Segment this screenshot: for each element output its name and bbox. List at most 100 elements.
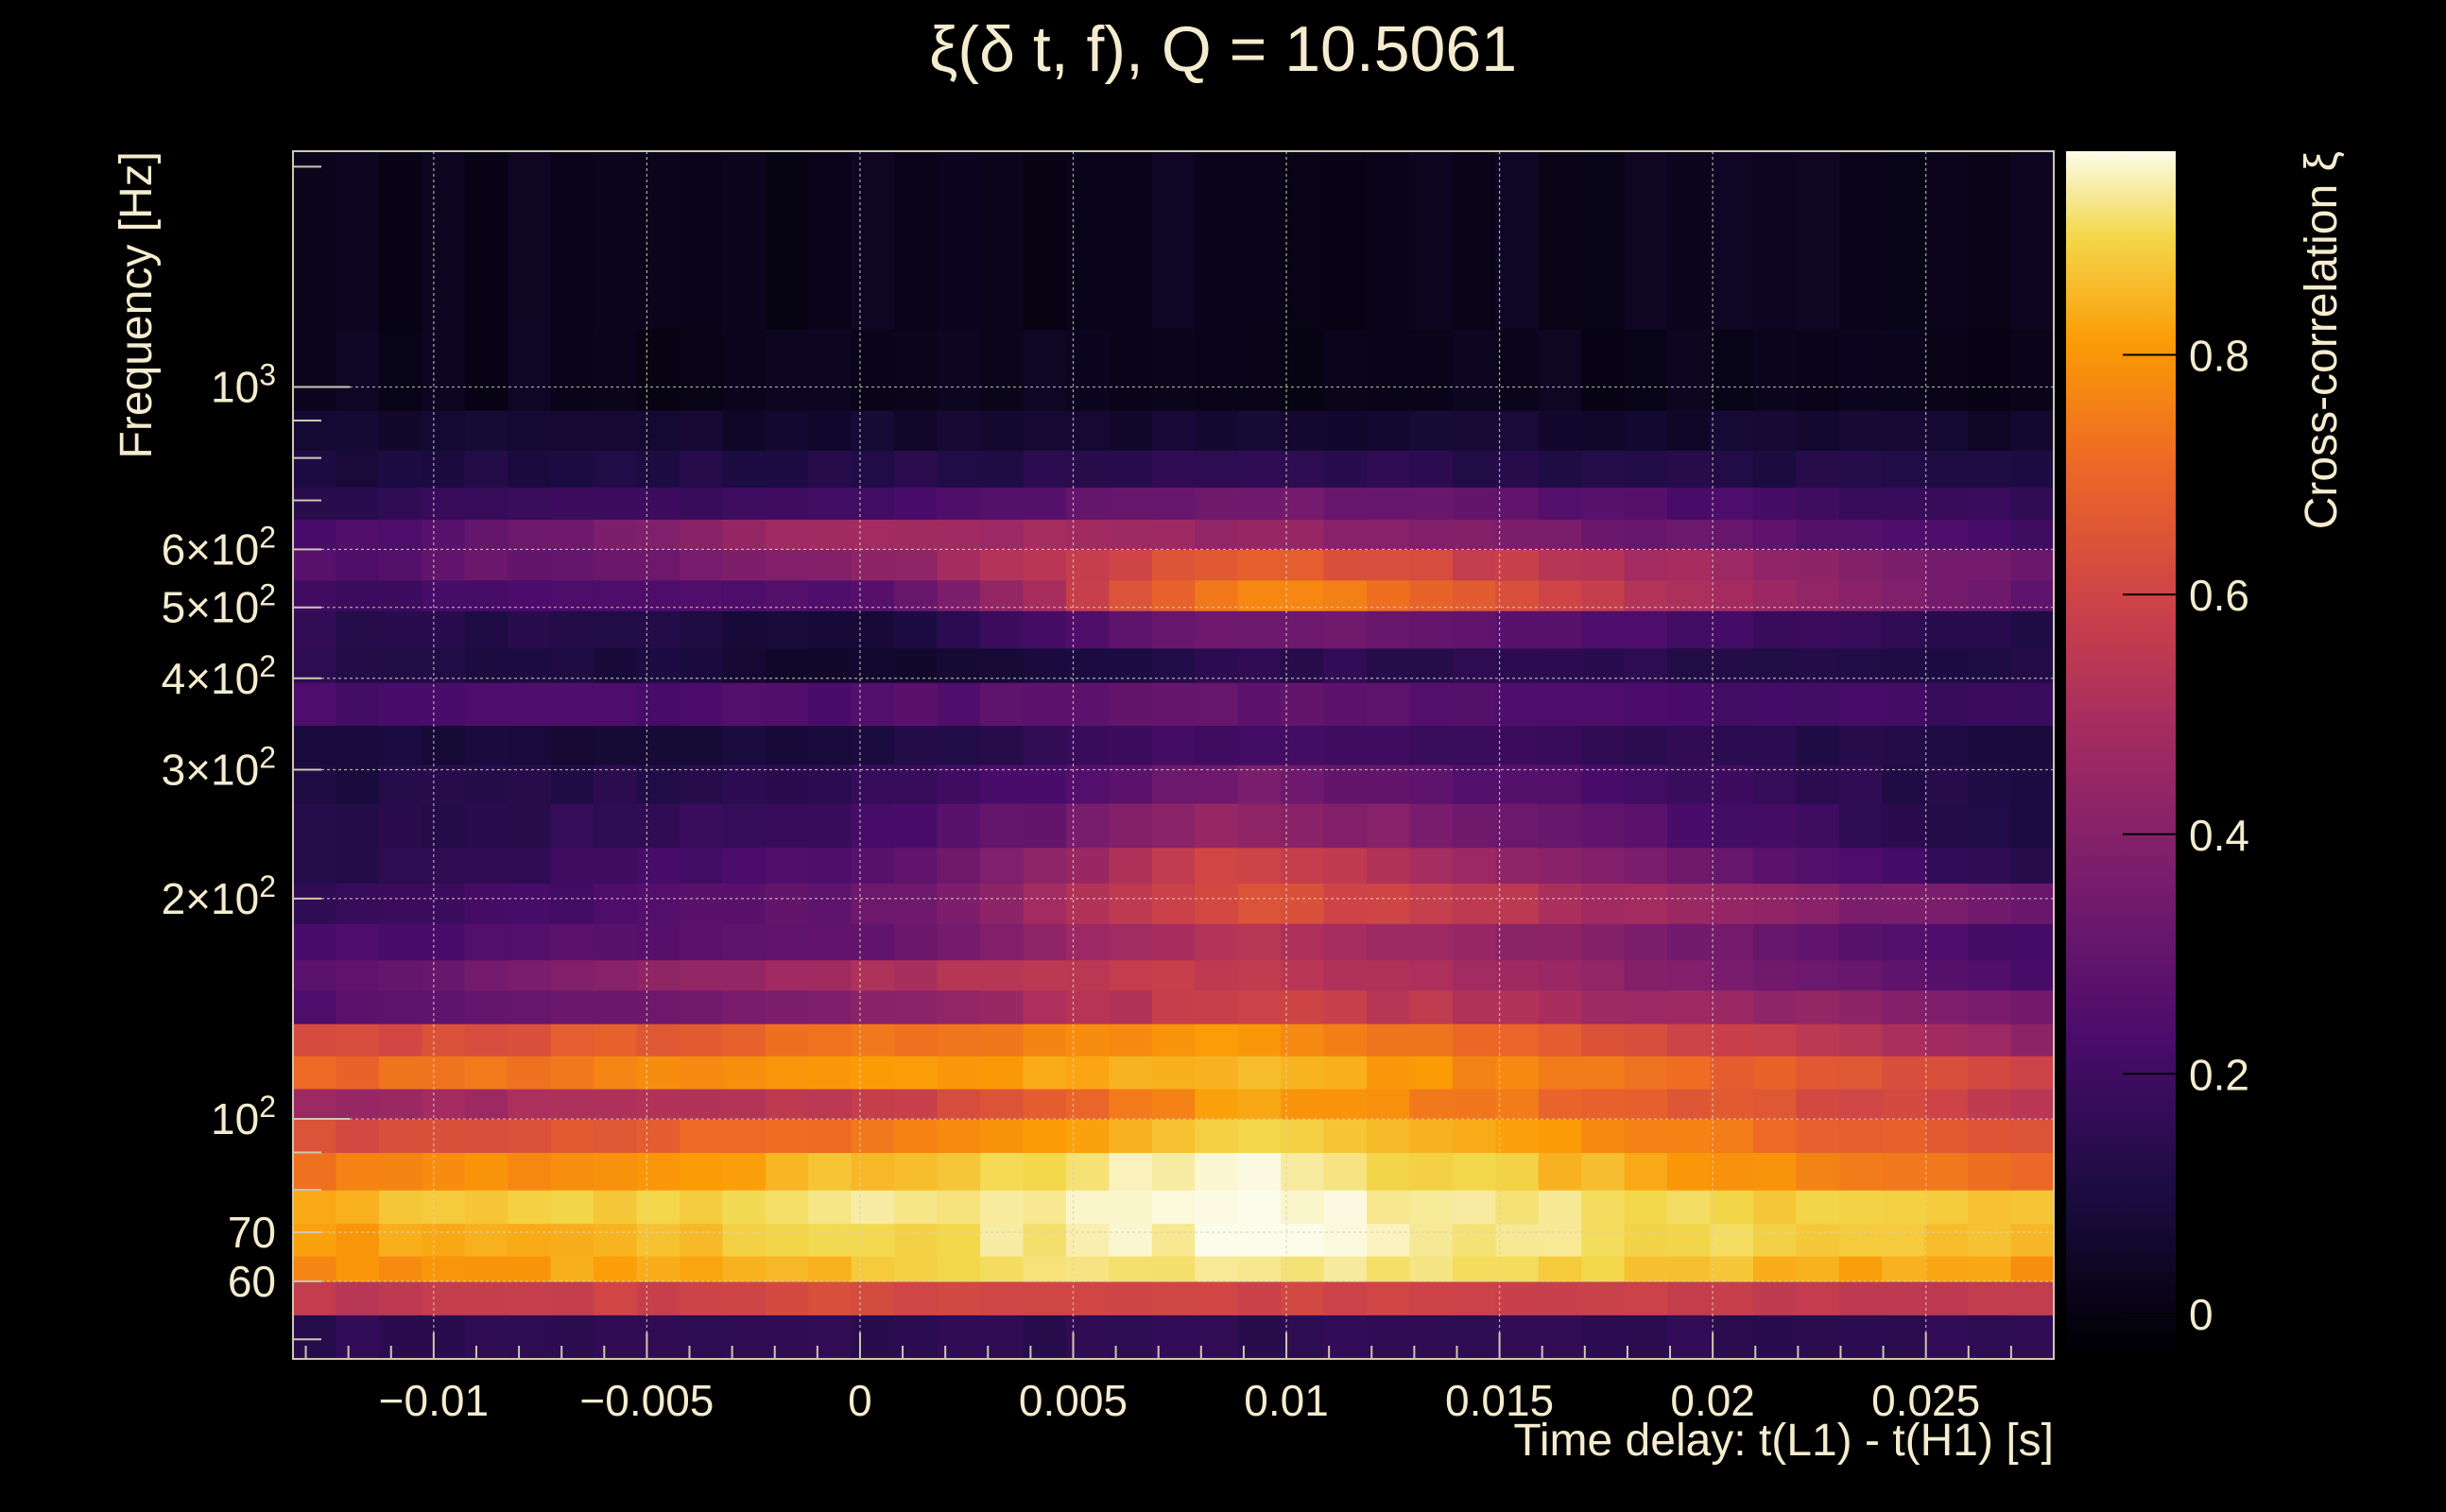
heatmap-cell bbox=[1667, 450, 1712, 489]
x-axis: −0.01 −0.005 0 0.005 0.01 0.015 0.02 0.025 bbox=[304, 1332, 2055, 1425]
heatmap-cell bbox=[1710, 1119, 1754, 1154]
heatmap-cell bbox=[679, 959, 723, 991]
heatmap-cell bbox=[765, 1190, 809, 1225]
heatmap-cell bbox=[1710, 1152, 1754, 1191]
heatmap-cell bbox=[1151, 1152, 1196, 1191]
heatmap-cell bbox=[1237, 1314, 1282, 1360]
heatmap-cell bbox=[1796, 847, 1840, 885]
heatmap-cell bbox=[1151, 519, 1196, 550]
heatmap-cell bbox=[1882, 764, 1926, 804]
heatmap-cell bbox=[1838, 647, 1883, 683]
heatmap-cell bbox=[808, 1056, 853, 1090]
heatmap-cell bbox=[765, 802, 809, 849]
y-tick-label: 70 bbox=[228, 1208, 276, 1257]
heatmap-cell bbox=[636, 1023, 680, 1057]
heatmap-cell bbox=[1796, 519, 1840, 550]
heatmap-cell bbox=[1409, 725, 1454, 765]
heatmap-cell bbox=[894, 847, 939, 885]
heatmap-cell bbox=[894, 1280, 939, 1315]
heatmap-cell bbox=[679, 329, 723, 411]
heatmap-cell bbox=[808, 151, 853, 330]
heatmap-cell bbox=[1323, 959, 1368, 991]
heatmap-cell bbox=[1023, 450, 1067, 489]
heatmap-cell bbox=[1538, 151, 1582, 330]
heatmap-cell bbox=[1495, 681, 1540, 727]
heatmap-cell bbox=[722, 329, 767, 411]
heatmap-cell bbox=[1924, 1023, 1969, 1057]
heatmap-cell bbox=[1409, 450, 1454, 489]
heatmap-cell bbox=[336, 764, 380, 804]
heatmap-cell bbox=[1237, 450, 1282, 489]
heatmap-cell bbox=[1323, 1190, 1368, 1225]
heatmap-cell bbox=[1195, 1088, 1239, 1120]
heatmap-cell bbox=[1581, 1023, 1626, 1057]
heatmap-cell bbox=[636, 1255, 680, 1282]
heatmap-cell bbox=[1667, 1255, 1712, 1282]
heatmap-cell bbox=[1023, 1056, 1067, 1090]
heatmap-cell bbox=[1838, 1023, 1883, 1057]
heatmap-cell bbox=[1495, 989, 1540, 1024]
heatmap-cell bbox=[1752, 329, 1797, 411]
heatmap-cell bbox=[1452, 681, 1496, 727]
heatmap-cell bbox=[1882, 681, 1926, 727]
heatmap-cell bbox=[293, 847, 337, 885]
heatmap-cell bbox=[508, 681, 552, 727]
heatmap-cell bbox=[508, 450, 552, 489]
heatmap-cell bbox=[1968, 1280, 2012, 1315]
heatmap-cell bbox=[1882, 1056, 1926, 1090]
colorbar bbox=[2066, 151, 2176, 1349]
heatmap-cell bbox=[1452, 725, 1496, 765]
heatmap-cell bbox=[722, 764, 767, 804]
heatmap-cell bbox=[2010, 409, 2055, 451]
heatmap-cell bbox=[1409, 989, 1454, 1024]
heatmap-cell bbox=[1581, 1223, 1626, 1257]
heatmap-cell bbox=[1624, 1314, 1668, 1360]
heatmap-cell bbox=[937, 725, 981, 765]
heatmap-cell bbox=[722, 802, 767, 849]
heatmap-cell bbox=[378, 1223, 422, 1257]
heatmap-cell bbox=[851, 487, 895, 520]
heatmap-cell bbox=[1281, 519, 1325, 550]
heatmap-cell bbox=[937, 647, 981, 683]
heatmap-cell bbox=[1968, 847, 2012, 885]
heatmap-cell bbox=[1495, 487, 1540, 520]
y-tick-label: 3×102 bbox=[162, 741, 276, 795]
heatmap-cell bbox=[1195, 487, 1239, 520]
heatmap-cell bbox=[679, 681, 723, 727]
heatmap-cell bbox=[1882, 549, 1926, 581]
heatmap-cell bbox=[550, 1280, 594, 1315]
heatmap-cell bbox=[550, 487, 594, 520]
heatmap-cell bbox=[1495, 923, 1540, 961]
heatmap-cell bbox=[1409, 1255, 1454, 1282]
heatmap-cell bbox=[1195, 989, 1239, 1024]
heatmap-cell bbox=[422, 1056, 466, 1090]
heatmap-cell bbox=[1023, 725, 1067, 765]
heatmap-cell bbox=[1452, 1152, 1496, 1191]
heatmap-cell bbox=[508, 725, 552, 765]
heatmap-cell bbox=[1237, 519, 1282, 550]
heatmap-cell bbox=[293, 681, 337, 727]
heatmap-cell bbox=[1752, 847, 1797, 885]
heatmap-cell bbox=[1752, 579, 1797, 611]
heatmap-cell bbox=[679, 450, 723, 489]
heatmap-cell bbox=[1752, 519, 1797, 550]
heatmap-cell bbox=[1281, 450, 1325, 489]
heatmap-cell bbox=[1624, 1152, 1668, 1191]
heatmap-cell bbox=[1452, 959, 1496, 991]
heatmap-cell bbox=[1281, 802, 1325, 849]
heatmap-cell bbox=[378, 847, 422, 885]
heatmap-cell bbox=[1109, 151, 1153, 330]
heatmap-cell bbox=[1752, 1255, 1797, 1282]
heatmap-cell bbox=[765, 610, 809, 649]
heatmap-cell bbox=[980, 1280, 1025, 1315]
heatmap-cell bbox=[765, 1255, 809, 1282]
heatmap-cell bbox=[1495, 1023, 1540, 1057]
heatmap-cell bbox=[378, 647, 422, 683]
heatmap-cell bbox=[851, 883, 895, 924]
heatmap-cell bbox=[1195, 1023, 1239, 1057]
heatmap-cell bbox=[1409, 923, 1454, 961]
heatmap-cell bbox=[1624, 959, 1668, 991]
heatmap-cell bbox=[851, 725, 895, 765]
heatmap-cell bbox=[464, 151, 508, 330]
heatmap-cell bbox=[1323, 647, 1368, 683]
